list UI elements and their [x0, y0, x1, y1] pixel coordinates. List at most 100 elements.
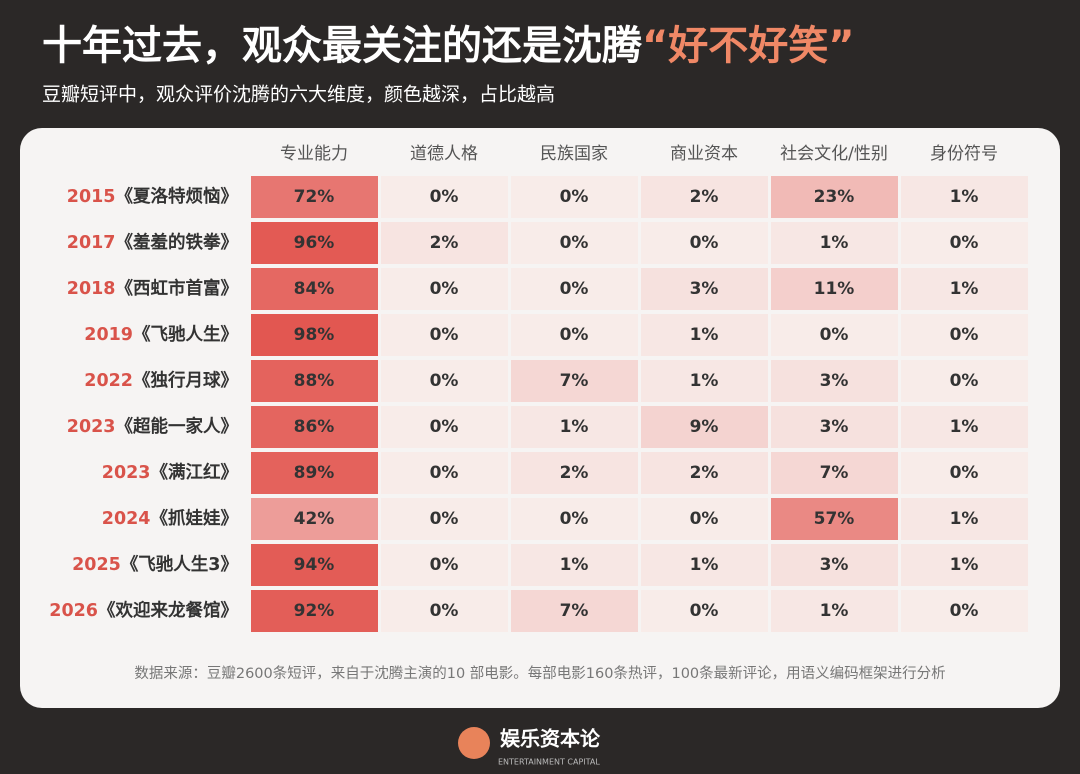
cell	[251, 360, 378, 402]
cell-label: 0%	[690, 233, 719, 253]
cell-label: 92%	[294, 601, 335, 621]
row-film: 《夏洛特烦恼》	[116, 186, 239, 207]
row-film: 《羞羞的铁拳》	[116, 232, 239, 253]
cell-label: 7%	[820, 463, 849, 483]
cell-label: 0%	[950, 325, 979, 345]
cell-label: 2%	[690, 187, 719, 207]
cell	[901, 544, 1028, 586]
cell-label: 84%	[294, 279, 335, 299]
row-label: 2022《独行月球》	[84, 370, 238, 391]
cell	[511, 498, 638, 540]
row-label: 2015《夏洛特烦恼》	[67, 186, 238, 207]
cell	[251, 452, 378, 494]
cell	[511, 544, 638, 586]
cell-label: 57%	[814, 509, 855, 529]
cell-label: 1%	[690, 325, 719, 345]
cell	[901, 314, 1028, 356]
cell-label: 0%	[430, 509, 459, 529]
cell-label: 1%	[690, 555, 719, 575]
column-header: 社会文化/性别	[780, 144, 888, 164]
cell-label: 1%	[950, 417, 979, 437]
cell	[511, 222, 638, 264]
column-header: 民族国家	[540, 144, 608, 164]
cell-label: 96%	[294, 233, 335, 253]
cell-label: 1%	[690, 371, 719, 391]
cell-label: 3%	[690, 279, 719, 299]
row-label: 2023《满江红》	[102, 462, 238, 483]
cell	[901, 498, 1028, 540]
column-header: 商业资本	[670, 144, 738, 164]
cell-label: 0%	[950, 371, 979, 391]
cell	[641, 314, 768, 356]
cell	[251, 176, 378, 218]
row-year: 2026	[49, 601, 98, 621]
cell-label: 1%	[950, 279, 979, 299]
cell-label: 2%	[430, 233, 459, 253]
cell	[641, 452, 768, 494]
cell-label: 88%	[294, 371, 335, 391]
row-year: 2017	[67, 233, 116, 253]
cell	[641, 222, 768, 264]
column-header: 道德人格	[410, 144, 478, 164]
row-year: 2022	[84, 371, 133, 391]
cell	[381, 406, 508, 448]
cell	[641, 544, 768, 586]
cell-label: 1%	[950, 509, 979, 529]
cell-label: 89%	[294, 463, 335, 483]
cell-label: 0%	[690, 601, 719, 621]
cell	[511, 406, 638, 448]
row-film: 《抓娃娃》	[151, 508, 239, 529]
cell	[901, 222, 1028, 264]
cell	[511, 314, 638, 356]
cell	[511, 360, 638, 402]
row-film: 《飞驰人生3》	[121, 554, 238, 575]
row-label: 2025《飞驰人生3》	[72, 554, 238, 575]
cell-label: 1%	[560, 555, 589, 575]
cell	[641, 498, 768, 540]
source-note: 数据来源：豆瓣2600条短评，来自于沈腾主演的10 部电影。每部电影160条热评…	[134, 665, 945, 682]
cell-label: 0%	[430, 325, 459, 345]
row-film: 《西虹市首富》	[116, 278, 239, 299]
cell	[771, 452, 898, 494]
cell-label: 0%	[430, 555, 459, 575]
cell-label: 0%	[430, 417, 459, 437]
cell-label: 1%	[950, 187, 979, 207]
cell	[641, 360, 768, 402]
cell	[641, 590, 768, 632]
cell-label: 42%	[294, 509, 335, 529]
row-year: 2023	[102, 463, 151, 483]
subtitle: 豆瓣短评中，观众评价沈腾的六大维度，颜色越深，占比越高	[42, 84, 555, 106]
row-film: 《独行月球》	[133, 370, 238, 391]
cell-label: 0%	[820, 325, 849, 345]
cell	[641, 176, 768, 218]
cell	[381, 452, 508, 494]
cell	[251, 222, 378, 264]
cell	[251, 268, 378, 310]
cell	[771, 176, 898, 218]
cell-label: 1%	[820, 601, 849, 621]
cell	[771, 544, 898, 586]
cell	[511, 452, 638, 494]
cell-label: 1%	[560, 417, 589, 437]
cell	[381, 222, 508, 264]
cell-label: 7%	[560, 601, 589, 621]
row-year: 2025	[72, 555, 121, 575]
cell-label: 23%	[814, 187, 855, 207]
cell	[771, 498, 898, 540]
cell	[771, 314, 898, 356]
cell	[381, 360, 508, 402]
row-label: 2017《羞羞的铁拳》	[67, 232, 238, 253]
cell	[901, 268, 1028, 310]
cell	[381, 544, 508, 586]
title-main: 十年过去，观众最关注的还是沈腾	[42, 23, 643, 69]
cell	[381, 268, 508, 310]
cell	[381, 176, 508, 218]
cell-label: 0%	[950, 601, 979, 621]
cell-label: 0%	[950, 233, 979, 253]
row-film: 《飞驰人生》	[133, 324, 238, 345]
logo-text: 娱乐资本论	[500, 727, 601, 751]
cell-label: 3%	[820, 371, 849, 391]
row-film: 《超能一家人》	[116, 416, 239, 437]
cell-label: 0%	[430, 601, 459, 621]
